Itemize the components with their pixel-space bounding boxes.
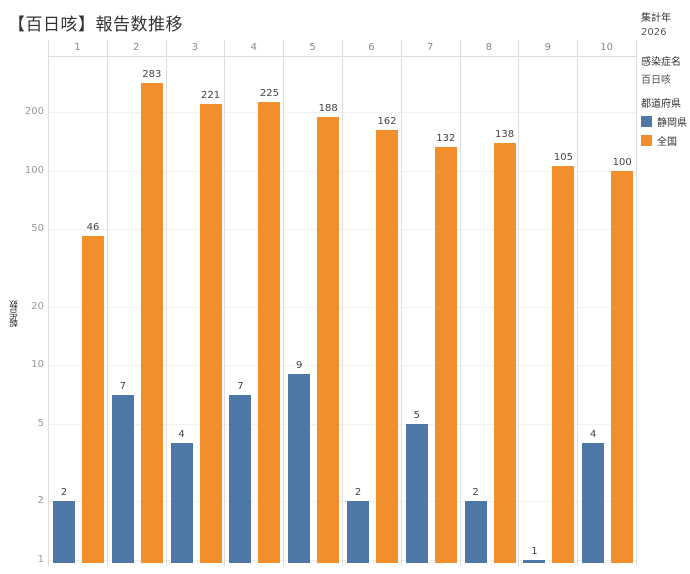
bar-value-label: 1 [531,546,538,557]
bar-value-label: 9 [296,360,303,372]
year-filter-value: 2026 [641,27,667,38]
panel-divider [577,40,579,566]
panel-divider [400,40,402,566]
bar-value-label: 4 [178,428,185,440]
bar-national[interactable] [376,129,398,563]
bar-value-label: 162 [377,115,397,127]
y-tick-label: 2 [37,495,44,507]
legend-swatch-national [641,135,652,146]
bar-value-label: 2 [354,487,362,499]
bar-shizuoka[interactable] [111,395,134,563]
y-tick-label: 20 [31,300,44,312]
bar-value-label: 138 [495,129,515,141]
bar-value-label: 7 [119,381,126,393]
week-header: 3 [191,42,199,53]
bar-value-label: 2 [60,487,68,499]
plot-area: 1 2 46 2 7 283 3 4 221 4 7 225 5 9 188 6 2 162 7 5 132 8 2 138 9… [48,40,637,566]
bar-national[interactable] [317,117,340,563]
panel-divider [342,40,343,566]
bar-national[interactable] [258,102,281,563]
bar-national[interactable] [611,170,634,563]
bar-shizuoka[interactable] [53,501,75,563]
y-tick-label: 200 [24,105,44,117]
y-tick-label: 10 [31,359,44,371]
week-header: 8 [485,42,493,53]
legend-title: 都道府県 [641,99,681,110]
week-header: 10 [600,42,613,53]
legend-label: 静岡県 [657,118,687,129]
bar-shizuoka[interactable] [288,374,311,563]
chart-title: 【百日咳】報告数推移 [8,15,183,35]
week-header: 6 [368,42,375,53]
week-header: 7 [427,42,434,53]
bar-national[interactable] [552,166,575,563]
bar-value-label: 5 [413,409,420,421]
bar-national[interactable] [82,236,104,563]
bar-value-label: 100 [612,156,632,168]
week-header: 9 [544,42,551,53]
bar-value-label: 4 [590,428,597,440]
year-filter: 集計年 2026 [641,9,671,38]
disease-filter-label: 感染症名 [641,57,681,68]
y-tick-label: 5 [37,417,44,429]
bar-national[interactable] [493,143,516,563]
bar-shizuoka[interactable] [405,423,428,563]
panel-divider [283,40,285,566]
bar-value-label: 188 [318,103,338,115]
panel-divider [636,40,637,566]
y-tick-label: 100 [24,164,44,176]
bar-shizuoka[interactable] [582,442,605,563]
legend-label: 全国 [657,137,677,148]
week-header: 5 [309,42,316,53]
bar-value-label: 2 [472,487,479,499]
disease-filter: 感染症名 百日咳 [641,53,681,86]
panel-divider [518,40,520,566]
y-tick-label: 1 [37,554,44,565]
week-header: 1 [74,42,81,53]
bar-national[interactable] [199,103,222,563]
panel-divider [48,40,49,566]
bar-value-label: 283 [142,68,162,80]
bar-national[interactable] [434,147,457,563]
bar-value-label: 221 [201,89,221,101]
bar-value-label: 7 [237,381,244,393]
bar-value-label: 105 [553,152,573,164]
bar-value-label: 46 [86,222,100,234]
bar-shizuoka[interactable] [170,442,193,563]
bar-shizuoka[interactable] [464,501,487,563]
disease-filter-value: 百日咳 [641,75,671,86]
week-header: 2 [133,42,140,53]
y-tick-label: 50 [31,223,44,235]
bar-value-label: 225 [259,88,279,100]
bar-shizuoka[interactable] [523,560,546,563]
week-header: 4 [250,42,257,53]
legend: 都道府県 静岡県 全国 [641,95,687,148]
panel-divider [106,40,108,566]
panel-divider [224,40,226,566]
panel-divider [165,40,167,566]
bar-national[interactable] [140,82,163,563]
legend-item-shizuoka[interactable]: 静岡県 [641,114,687,129]
year-filter-label: 集計年 [641,13,671,24]
bar-value-label: 132 [436,133,456,145]
legend-swatch-shizuoka [641,116,652,127]
bar-shizuoka[interactable] [229,395,252,563]
panel-divider [459,40,461,566]
legend-item-national[interactable]: 全国 [641,133,687,148]
bar-shizuoka[interactable] [347,501,369,563]
